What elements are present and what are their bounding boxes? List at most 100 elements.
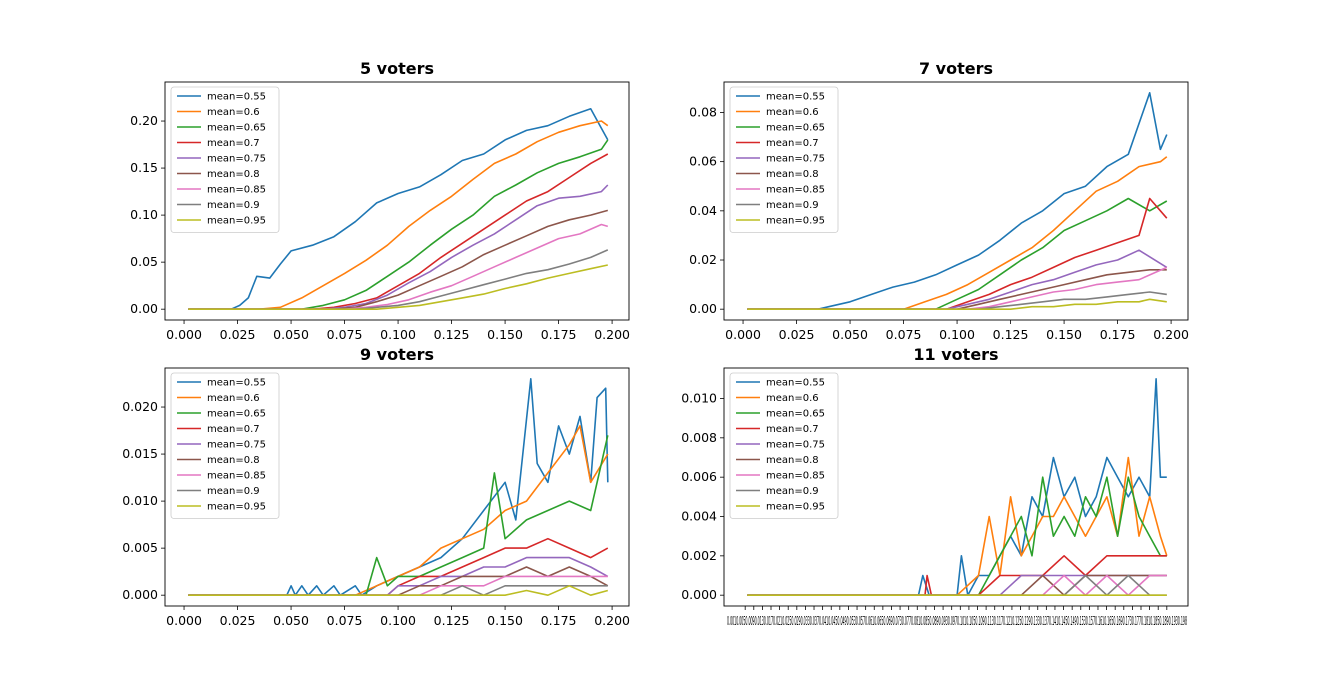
series-line-mean-0-95 (188, 264, 608, 310)
legend-entry: mean=0.9 (766, 200, 819, 211)
legend-entry: mean=0.95 (766, 502, 825, 513)
series-line-mean-0-6 (188, 120, 609, 310)
legend-frame (170, 86, 280, 233)
legend-entry: mean=0.65 (207, 409, 266, 420)
legend-frame (170, 372, 280, 519)
y-tick-label: 0.06 (689, 154, 717, 169)
series-line-mean-0-6 (188, 425, 609, 596)
series-line-mean-0-7 (747, 197, 1168, 310)
series-line-mean-0-65 (188, 435, 609, 596)
legend-entry: mean=0.95 (207, 502, 266, 513)
series-line-mean-0-85 (188, 575, 608, 596)
x-tick-label: 0.075 (886, 327, 922, 342)
subplot-1: 5 voters 0.00 0.05 0.10 0.15 0.20 0.000 0.025 0.… (130, 59, 630, 342)
y-tick-label: 0.02 (689, 252, 717, 267)
legend-entry: mean=0.7 (207, 424, 260, 435)
legend-entry: mean=0.6 (207, 107, 260, 118)
legend-entry: mean=0.7 (766, 424, 819, 435)
legend-frame (729, 372, 839, 519)
series-line-mean-0-95 (747, 298, 1167, 310)
x-tick-label: 0.175 (1100, 327, 1136, 342)
subplot-2: 7 voters 0.00 0.02 0.04 0.06 0.08 0.000 0.025 0.… (689, 59, 1189, 342)
subplot-4: 11 voters 0.000 0.002 0.004 0.006 0.008 0.010 0… (681, 345, 1189, 628)
x-tick-label: 0.025 (220, 327, 256, 342)
legend-entry: mean=0.7 (766, 138, 819, 149)
y-tick-label: 0.004 (681, 509, 717, 524)
legend: mean=0.55 mean=0.6 mean=0.65 mean=0.7 mean=0… (170, 372, 280, 519)
y-tick-label: 0.000 (122, 587, 158, 602)
legend-entry: mean=0.65 (766, 123, 825, 134)
y-tick-label: 0.010 (681, 390, 717, 405)
legend-entry: mean=0.55 (766, 92, 825, 103)
legend-entry: mean=0.95 (207, 216, 266, 227)
x-tick-label: 0.100 (380, 613, 416, 628)
series-line-mean-0-8 (188, 209, 609, 310)
x-tick-label: 0.175 (541, 613, 577, 628)
series-line-mean-0-65 (188, 139, 609, 310)
axes-frame (723, 81, 1189, 321)
x-tick-label: 0.175 (541, 327, 577, 342)
y-tick-label: 0.00 (689, 301, 717, 316)
x-tick-label: 0.100 (380, 327, 416, 342)
legend-entry: mean=0.6 (766, 393, 819, 404)
subplot-3: 9 voters 0.000 0.005 0.010 0.015 0.020 0.000 0.… (122, 345, 630, 628)
legend-entry: mean=0.6 (207, 393, 260, 404)
subplot-title: 11 voters (913, 345, 998, 364)
series-line-mean-0-55 (188, 108, 609, 310)
legend-entry: mean=0.75 (207, 154, 266, 165)
series-group (747, 378, 1168, 596)
y-tick-label: 0.20 (130, 113, 158, 128)
x-tick-label: 0.125 (993, 327, 1029, 342)
subplot-title: 5 voters (360, 59, 434, 78)
series-line-mean-0-85 (747, 266, 1168, 310)
y-tick-label: 0.015 (122, 446, 158, 461)
series-line-mean-0-85 (188, 223, 609, 310)
x-tick-label: 0.200 (1153, 327, 1189, 342)
legend-entry: mean=0.75 (207, 440, 266, 451)
x-tick-label: 0.000 (166, 327, 202, 342)
y-tick-label: 0.008 (681, 430, 717, 445)
series-line-mean-0-8 (747, 269, 1167, 310)
x-tick-label: 0.075 (327, 613, 363, 628)
series-line-mean-0-8 (188, 566, 609, 596)
legend-entry: mean=0.65 (766, 409, 825, 420)
x-tick-label: 0.200 (594, 613, 630, 628)
x-tick-label: 0.075 (327, 327, 363, 342)
legend-entry: mean=0.85 (207, 185, 266, 196)
legend: mean=0.55 mean=0.6 mean=0.65 mean=0.7 mean=0… (729, 372, 839, 519)
legend: mean=0.55 mean=0.6 mean=0.65 mean=0.7 mean=0… (729, 86, 839, 233)
legend-entry: mean=0.55 (207, 378, 266, 389)
series-line-mean-0-65 (747, 476, 1167, 596)
legend-entry: mean=0.85 (207, 471, 266, 482)
series-line-mean-0-7 (188, 153, 609, 310)
y-tick-label: 0.10 (130, 207, 158, 222)
y-tick-label: 0.005 (122, 540, 158, 555)
series-line-mean-0-6 (747, 456, 1168, 596)
legend-entry: mean=0.8 (207, 169, 260, 180)
legend-entry: mean=0.85 (766, 471, 825, 482)
y-tick-label: 0.006 (681, 469, 717, 484)
y-tick-label: 0.002 (681, 548, 717, 563)
series-group (188, 378, 609, 596)
x-tick-label: 0.100 (939, 327, 975, 342)
legend-entry: mean=0.85 (766, 185, 825, 196)
legend-entry: mean=0.6 (766, 107, 819, 118)
legend-entry: mean=0.9 (207, 200, 260, 211)
legend-entry: mean=0.8 (207, 455, 260, 466)
x-tick-label: 0.125 (434, 327, 470, 342)
legend-entry: mean=0.95 (766, 216, 825, 227)
y-tick-label: 0.000 (681, 587, 717, 602)
x-tick-label: 0.050 (273, 327, 309, 342)
x-tick-label: 0.000 (725, 327, 761, 342)
y-tick-label: 0.05 (130, 254, 158, 269)
y-tick-label: 0.08 (689, 104, 717, 119)
series-line-mean-0-75 (747, 249, 1168, 310)
subplot-title: 9 voters (360, 345, 434, 364)
legend-entry: mean=0.75 (766, 154, 825, 165)
series-line-mean-0-95 (188, 585, 609, 596)
legend-frame (729, 86, 839, 233)
legend-entry: mean=0.55 (766, 378, 825, 389)
series-line-mean-0-65 (747, 197, 1168, 310)
x-tick-label: 0.150 (487, 327, 523, 342)
